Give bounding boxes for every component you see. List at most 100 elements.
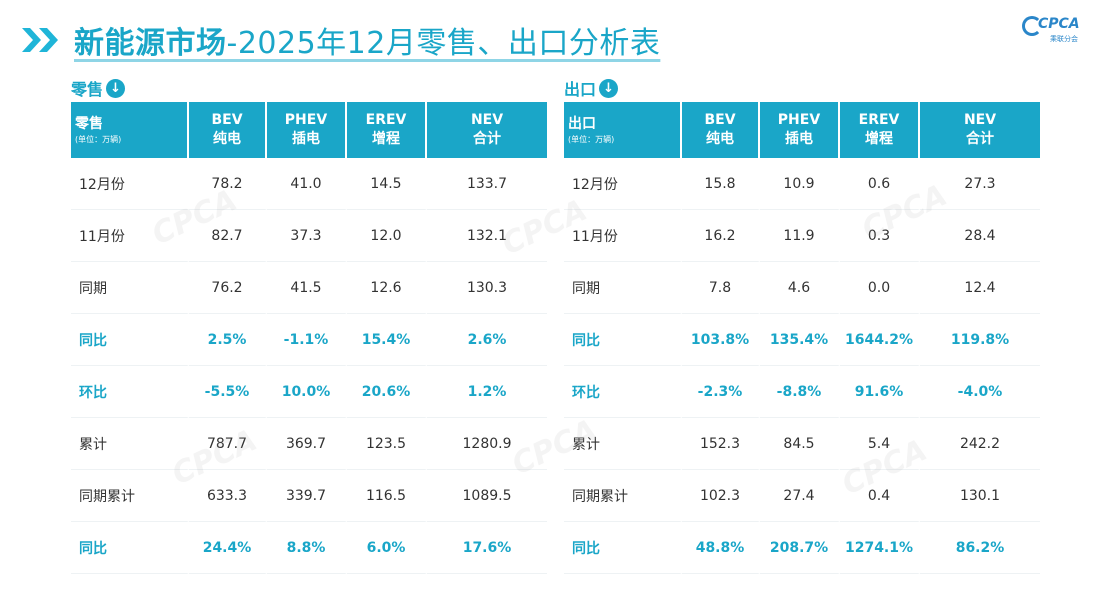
table-row: 同比 2.5% -1.1% 15.4% 2.6% — [71, 314, 547, 366]
double-chevron-icon — [20, 25, 62, 55]
col-name: 增程 — [865, 131, 893, 147]
col-code: EREV — [858, 112, 900, 128]
table-cell: 12.0 — [347, 210, 427, 262]
logo-text: CPCA — [1038, 16, 1080, 32]
col-code: BEV — [704, 112, 736, 128]
table-cell: 116.5 — [347, 470, 427, 522]
table-cell: 20.6% — [347, 366, 427, 418]
table-cell: 132.1 — [427, 210, 547, 262]
table-cell: 11.9 — [760, 210, 840, 262]
table-row: 12月份 15.8 10.9 0.6 27.3 — [564, 158, 1040, 210]
arrow-down-circle-icon: ↓ — [106, 78, 126, 98]
title-prefix: 新能源市场 — [74, 26, 227, 61]
row-label: 同期累计 — [564, 470, 682, 522]
table-cell: 82.7 — [189, 210, 267, 262]
arrow-down-circle-icon: ↓ — [599, 78, 619, 98]
table-cell: 1274.1% — [840, 522, 920, 574]
header-unit: (单位：万辆) — [75, 134, 122, 144]
table-row: 同期累计 102.3 27.4 0.4 130.1 — [564, 470, 1040, 522]
retail-section: 零售 ↓ 零售 (单位：万辆) BEV 纯电 PHEV 插电 EREV 增程 NEV 合计… — [71, 74, 547, 574]
table-cell: 48.8% — [682, 522, 760, 574]
table-cell: 37.3 — [267, 210, 347, 262]
table-cell: -5.5% — [189, 366, 267, 418]
table-cell: 27.4 — [760, 470, 840, 522]
header-cell: BEV 纯电 — [682, 102, 760, 158]
table-cell: 102.3 — [682, 470, 760, 522]
row-label: 同期累计 — [71, 470, 189, 522]
col-code: NEV — [470, 112, 504, 128]
table-cell: 17.6% — [427, 522, 547, 574]
table-cell: 78.2 — [189, 158, 267, 210]
table-cell: 10.9 — [760, 158, 840, 210]
table-cell: -1.1% — [267, 314, 347, 366]
col-code: PHEV — [284, 112, 328, 128]
table-cell: 6.0% — [347, 522, 427, 574]
table-cell: -2.3% — [682, 366, 760, 418]
table-cell: 2.6% — [427, 314, 547, 366]
table-cell: 4.6 — [760, 262, 840, 314]
table-cell: 152.3 — [682, 418, 760, 470]
col-code: BEV — [211, 112, 243, 128]
row-label: 12月份 — [71, 158, 189, 210]
table-row: 同比 103.8% 135.4% 1644.2% 119.8% — [564, 314, 1040, 366]
table-cell: 0.4 — [840, 470, 920, 522]
row-label: 同期 — [564, 262, 682, 314]
table-cell: 41.0 — [267, 158, 347, 210]
header-cell: EREV 增程 — [840, 102, 920, 158]
col-code: NEV — [963, 112, 997, 128]
col-name: 纯电 — [213, 131, 241, 147]
table-cell: 12.4 — [920, 262, 1040, 314]
table-row: 12月份 78.2 41.0 14.5 133.7 — [71, 158, 547, 210]
export-label-text: 出口 — [564, 80, 597, 99]
table-row: 环比 -5.5% 10.0% 20.6% 1.2% — [71, 366, 547, 418]
table-row: 11月份 82.7 37.3 12.0 132.1 — [71, 210, 547, 262]
cpca-logo: CPCA 乘联分会 — [1022, 14, 1092, 43]
header-first-label: 出口 — [568, 115, 596, 132]
table-cell: 2.5% — [189, 314, 267, 366]
table-cell: 91.6% — [840, 366, 920, 418]
retail-section-label: 零售 ↓ — [71, 74, 547, 102]
row-label: 同比 — [71, 522, 189, 574]
col-name: 插电 — [292, 131, 320, 147]
export-table: 出口 (单位：万辆) BEV 纯电 PHEV 插电 EREV 增程 NEV 合计 12月份… — [564, 102, 1040, 574]
table-cell: 0.6 — [840, 158, 920, 210]
table-cell: -4.0% — [920, 366, 1040, 418]
table-cell: 369.7 — [267, 418, 347, 470]
table-cell: 787.7 — [189, 418, 267, 470]
header-cell: EREV 增程 — [347, 102, 427, 158]
col-name: 纯电 — [706, 131, 734, 147]
table-cell: 633.3 — [189, 470, 267, 522]
table-cell: 208.7% — [760, 522, 840, 574]
row-label: 同比 — [564, 314, 682, 366]
table-row: 同期 76.2 41.5 12.6 130.3 — [71, 262, 547, 314]
export-section: 出口 ↓ 出口 (单位：万辆) BEV 纯电 PHEV 插电 EREV 增程 NEV 合计… — [564, 74, 1040, 574]
table-row: 同比 24.4% 8.8% 6.0% 17.6% — [71, 522, 547, 574]
table-cell: -8.8% — [760, 366, 840, 418]
row-label: 11月份 — [564, 210, 682, 262]
table-cell: 0.3 — [840, 210, 920, 262]
table-cell: 24.4% — [189, 522, 267, 574]
page-title: 新能源市场-2025年12月零售、出口分析表 — [74, 18, 660, 62]
col-name: 插电 — [785, 131, 813, 147]
header-cell: BEV 纯电 — [189, 102, 267, 158]
header-unit: (单位：万辆) — [568, 134, 615, 144]
header-first-cell: 零售 (单位：万辆) — [71, 102, 189, 158]
table-cell: 135.4% — [760, 314, 840, 366]
row-label: 同期 — [71, 262, 189, 314]
table-header-row: 零售 (单位：万辆) BEV 纯电 PHEV 插电 EREV 增程 NEV 合计 — [71, 102, 547, 158]
title-suffix: -2025年12月零售、出口分析表 — [226, 26, 661, 61]
table-cell: 15.4% — [347, 314, 427, 366]
logo-mark-icon — [1022, 16, 1042, 36]
table-cell: 12.6 — [347, 262, 427, 314]
table-cell: 15.8 — [682, 158, 760, 210]
table-cell: 7.8 — [682, 262, 760, 314]
header-cell: PHEV 插电 — [760, 102, 840, 158]
row-label: 累计 — [71, 418, 189, 470]
table-cell: 1089.5 — [427, 470, 547, 522]
table-cell: 1644.2% — [840, 314, 920, 366]
table-cell: 130.1 — [920, 470, 1040, 522]
table-cell: 123.5 — [347, 418, 427, 470]
table-cell: 8.8% — [267, 522, 347, 574]
header-cell: PHEV 插电 — [267, 102, 347, 158]
table-cell: 84.5 — [760, 418, 840, 470]
